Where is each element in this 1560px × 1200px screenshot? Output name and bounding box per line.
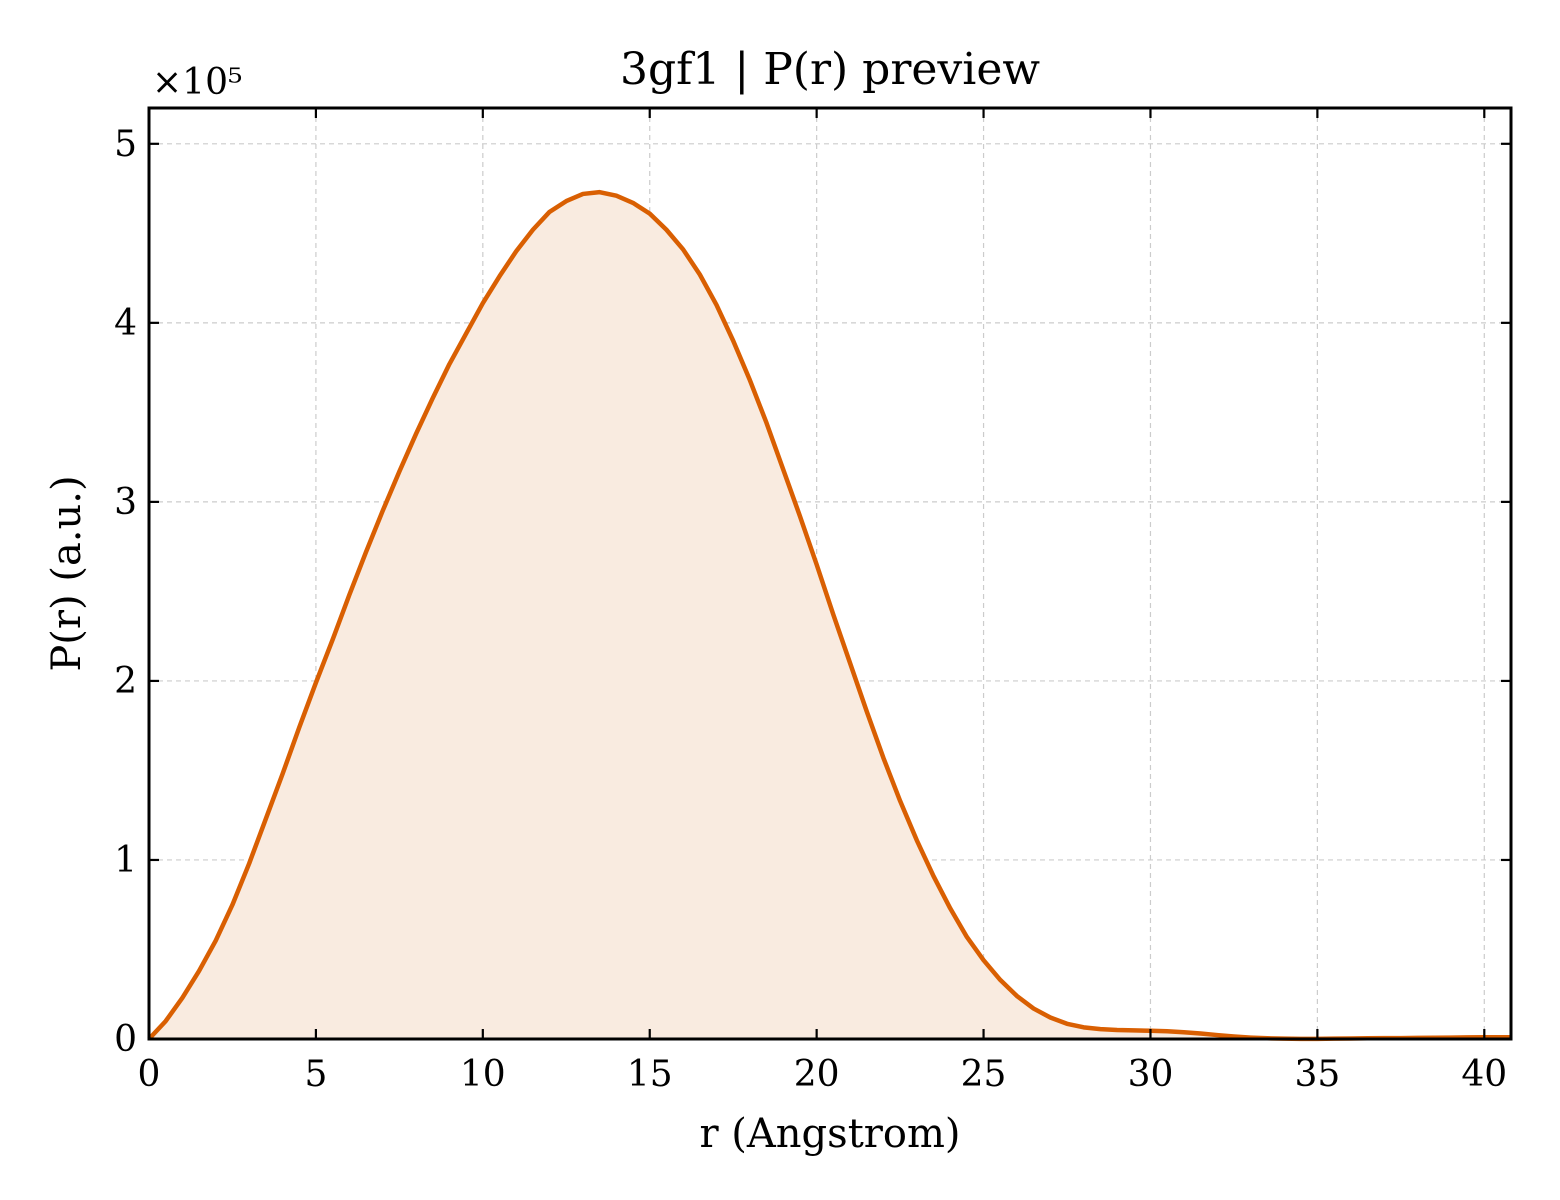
y-tick-label: 5	[114, 124, 137, 165]
series-area-fill	[149, 192, 1511, 1039]
x-tick-label: 25	[961, 1054, 1007, 1095]
x-tick-label: 15	[627, 1054, 673, 1095]
chart-title: 3gf1 | P(r) preview	[620, 44, 1040, 95]
y-tick-label: 0	[114, 1019, 137, 1060]
y-tick-label: 4	[114, 303, 137, 344]
x-tick-label: 0	[138, 1054, 161, 1095]
x-axis-label: r (Angstrom)	[699, 1111, 960, 1157]
x-tick-label: 30	[1128, 1054, 1174, 1095]
plot-frame	[147, 106, 1513, 1041]
x-tick-label: 10	[460, 1054, 506, 1095]
x-tick-label: 20	[794, 1054, 840, 1095]
x-tick-label: 40	[1461, 1054, 1507, 1095]
y-tick-label: 1	[114, 840, 137, 881]
y-tick-label: 3	[114, 482, 137, 523]
x-tick-label: 5	[304, 1054, 327, 1095]
y-tick-label: 2	[114, 661, 137, 702]
y-axis-multiplier-label: ×10⁵	[152, 62, 242, 103]
y-axis-label: P(r) (a.u.)	[44, 475, 90, 671]
axis-ticks: 0 5 10 15 20 25 30 35 40 0 1 2 3 4 5	[114, 108, 1511, 1095]
x-tick-label: 35	[1294, 1054, 1340, 1095]
